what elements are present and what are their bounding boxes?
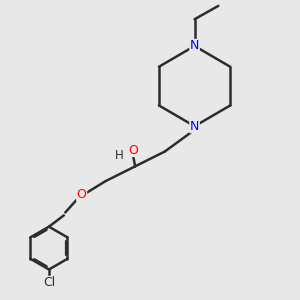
Text: O: O: [129, 143, 139, 157]
Text: Cl: Cl: [43, 276, 55, 290]
Text: H: H: [114, 149, 123, 162]
Text: O: O: [77, 188, 87, 201]
Text: N: N: [190, 40, 199, 52]
Text: N: N: [190, 120, 199, 133]
